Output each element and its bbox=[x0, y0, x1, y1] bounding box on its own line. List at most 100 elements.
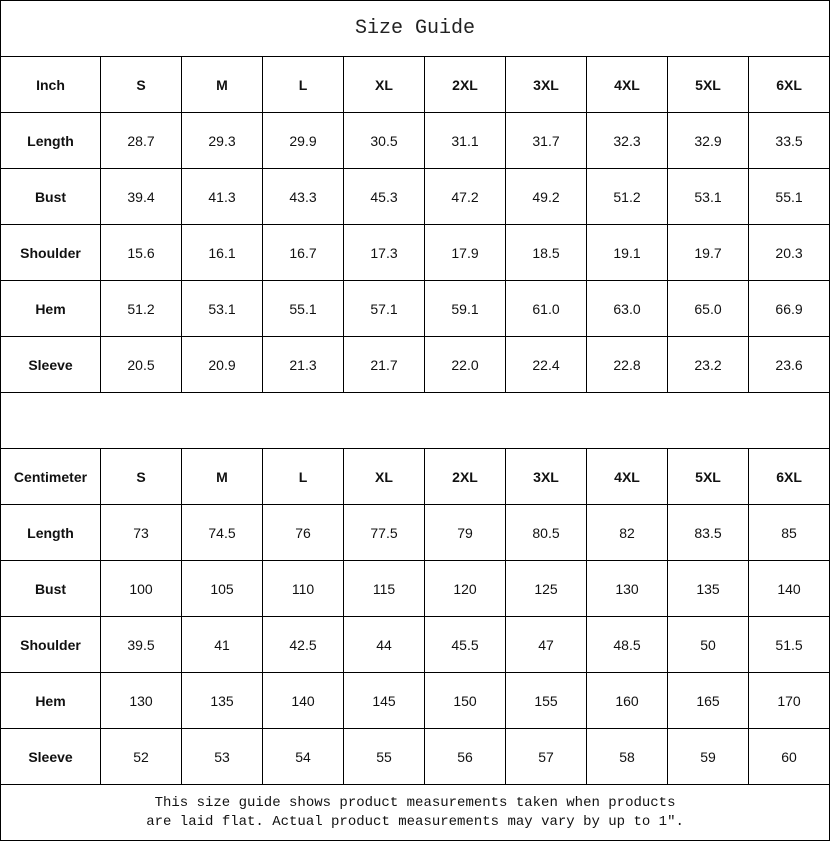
measurement-cell: 21.3 bbox=[262, 336, 344, 393]
measurement-cell: 85 bbox=[747, 504, 831, 561]
unit-header: Inch bbox=[0, 56, 101, 113]
measurement-cell: 44 bbox=[343, 616, 425, 673]
size-header: 4XL bbox=[586, 56, 668, 113]
header-row: Inch S M L XL 2XL 3XL 4XL 5XL 6XL bbox=[0, 56, 831, 113]
size-header: S bbox=[100, 448, 182, 505]
measurement-cell: 150 bbox=[424, 672, 506, 729]
measurement-cell: 20.3 bbox=[747, 224, 831, 281]
measurement-cell: 60 bbox=[747, 728, 831, 785]
measurement-cell: 110 bbox=[262, 560, 344, 617]
measurement-cell: 59.1 bbox=[424, 280, 506, 337]
measurement-cell: 76 bbox=[262, 504, 344, 561]
size-header: L bbox=[262, 56, 344, 113]
measurement-cell: 160 bbox=[586, 672, 668, 729]
measurement-cell: 22.8 bbox=[586, 336, 668, 393]
measurement-cell: 105 bbox=[181, 560, 263, 617]
table-row: Hem 51.2 53.1 55.1 57.1 59.1 61.0 63.0 65.0 66.9 bbox=[0, 280, 831, 337]
measurement-cell: 29.3 bbox=[181, 112, 263, 169]
row-label: Shoulder bbox=[0, 616, 101, 673]
table-row: Shoulder 15.6 16.1 16.7 17.3 17.9 18.5 19.1 19.7… bbox=[0, 224, 831, 281]
measurement-cell: 83.5 bbox=[667, 504, 749, 561]
row-label: Shoulder bbox=[0, 224, 101, 281]
measurement-cell: 79 bbox=[424, 504, 506, 561]
measurement-cell: 20.9 bbox=[181, 336, 263, 393]
measurement-cell: 23.2 bbox=[667, 336, 749, 393]
measurement-cell: 51.5 bbox=[747, 616, 831, 673]
measurement-cell: 20.5 bbox=[100, 336, 182, 393]
measurement-cell: 77.5 bbox=[343, 504, 425, 561]
measurement-cell: 135 bbox=[667, 560, 749, 617]
size-header: 3XL bbox=[505, 56, 587, 113]
measurement-cell: 155 bbox=[505, 672, 587, 729]
measurement-cell: 115 bbox=[343, 560, 425, 617]
measurement-cell: 19.1 bbox=[586, 224, 668, 281]
measurement-cell: 23.6 bbox=[747, 336, 831, 393]
measurement-cell: 49.2 bbox=[505, 168, 587, 225]
row-label: Length bbox=[0, 112, 101, 169]
measurement-cell: 65.0 bbox=[667, 280, 749, 337]
measurement-cell: 17.3 bbox=[343, 224, 425, 281]
measurement-cell: 16.1 bbox=[181, 224, 263, 281]
measurement-cell: 82 bbox=[586, 504, 668, 561]
measurement-cell: 39.5 bbox=[100, 616, 182, 673]
row-label: Hem bbox=[0, 672, 101, 729]
size-header: 6XL bbox=[747, 448, 831, 505]
measurement-cell: 52 bbox=[100, 728, 182, 785]
measurement-cell: 61.0 bbox=[505, 280, 587, 337]
measurement-cell: 17.9 bbox=[424, 224, 506, 281]
measurement-cell: 50 bbox=[667, 616, 749, 673]
measurement-cell: 165 bbox=[667, 672, 749, 729]
measurement-cell: 47 bbox=[505, 616, 587, 673]
table-row: Sleeve 20.5 20.9 21.3 21.7 22.0 22.4 22.8 23.2 23… bbox=[0, 336, 831, 393]
measurement-cell: 51.2 bbox=[100, 280, 182, 337]
measurement-cell: 45.5 bbox=[424, 616, 506, 673]
table-row: Shoulder 39.5 41 42.5 44 45.5 47 48.5 50 51.5 bbox=[0, 616, 831, 673]
measurement-cell: 53.1 bbox=[181, 280, 263, 337]
measurement-cell: 54 bbox=[262, 728, 344, 785]
measurement-cell: 30.5 bbox=[343, 112, 425, 169]
measurement-cell: 66.9 bbox=[747, 280, 831, 337]
measurement-cell: 63.0 bbox=[586, 280, 668, 337]
row-label: Bust bbox=[0, 560, 101, 617]
size-header: S bbox=[100, 56, 182, 113]
row-label: Sleeve bbox=[0, 336, 101, 393]
measurement-cell: 55.1 bbox=[262, 280, 344, 337]
measurement-cell: 55 bbox=[343, 728, 425, 785]
size-header: 2XL bbox=[424, 448, 506, 505]
measurement-cell: 100 bbox=[100, 560, 182, 617]
measurement-cell: 21.7 bbox=[343, 336, 425, 393]
measurement-cell: 41 bbox=[181, 616, 263, 673]
title-row: Size Guide bbox=[0, 0, 831, 57]
header-row: Centimeter S M L XL 2XL 3XL 4XL 5XL 6XL bbox=[0, 448, 831, 505]
table-row: Length 28.7 29.3 29.9 30.5 31.1 31.7 32.3 32.9 33… bbox=[0, 112, 831, 169]
measurement-cell: 29.9 bbox=[262, 112, 344, 169]
size-header: 5XL bbox=[667, 56, 749, 113]
measurement-cell: 48.5 bbox=[586, 616, 668, 673]
page-title: Size Guide bbox=[0, 0, 831, 57]
spacer-row bbox=[0, 392, 831, 449]
measurement-cell: 56 bbox=[424, 728, 506, 785]
measurement-cell: 42.5 bbox=[262, 616, 344, 673]
note-line: are laid flat. Actual product measuremen… bbox=[146, 813, 684, 830]
measurement-cell: 74.5 bbox=[181, 504, 263, 561]
measurement-cell: 170 bbox=[747, 672, 831, 729]
measurement-cell: 18.5 bbox=[505, 224, 587, 281]
measurement-cell: 16.7 bbox=[262, 224, 344, 281]
measurement-cell: 51.2 bbox=[586, 168, 668, 225]
measurement-cell: 130 bbox=[100, 672, 182, 729]
measurement-cell: 140 bbox=[262, 672, 344, 729]
measurement-cell: 53.1 bbox=[667, 168, 749, 225]
measurement-cell: 31.7 bbox=[505, 112, 587, 169]
spacer-cell bbox=[0, 392, 831, 449]
measurement-cell: 58 bbox=[586, 728, 668, 785]
measurement-cell: 120 bbox=[424, 560, 506, 617]
table-row: Bust 39.4 41.3 43.3 45.3 47.2 49.2 51.2 53.1 55.1 bbox=[0, 168, 831, 225]
measurement-cell: 31.1 bbox=[424, 112, 506, 169]
measurement-cell: 57.1 bbox=[343, 280, 425, 337]
row-label: Bust bbox=[0, 168, 101, 225]
measurement-cell: 47.2 bbox=[424, 168, 506, 225]
table-row: Sleeve 52 53 54 55 56 57 58 59 60 bbox=[0, 728, 831, 785]
measurement-cell: 33.5 bbox=[747, 112, 831, 169]
row-label: Hem bbox=[0, 280, 101, 337]
